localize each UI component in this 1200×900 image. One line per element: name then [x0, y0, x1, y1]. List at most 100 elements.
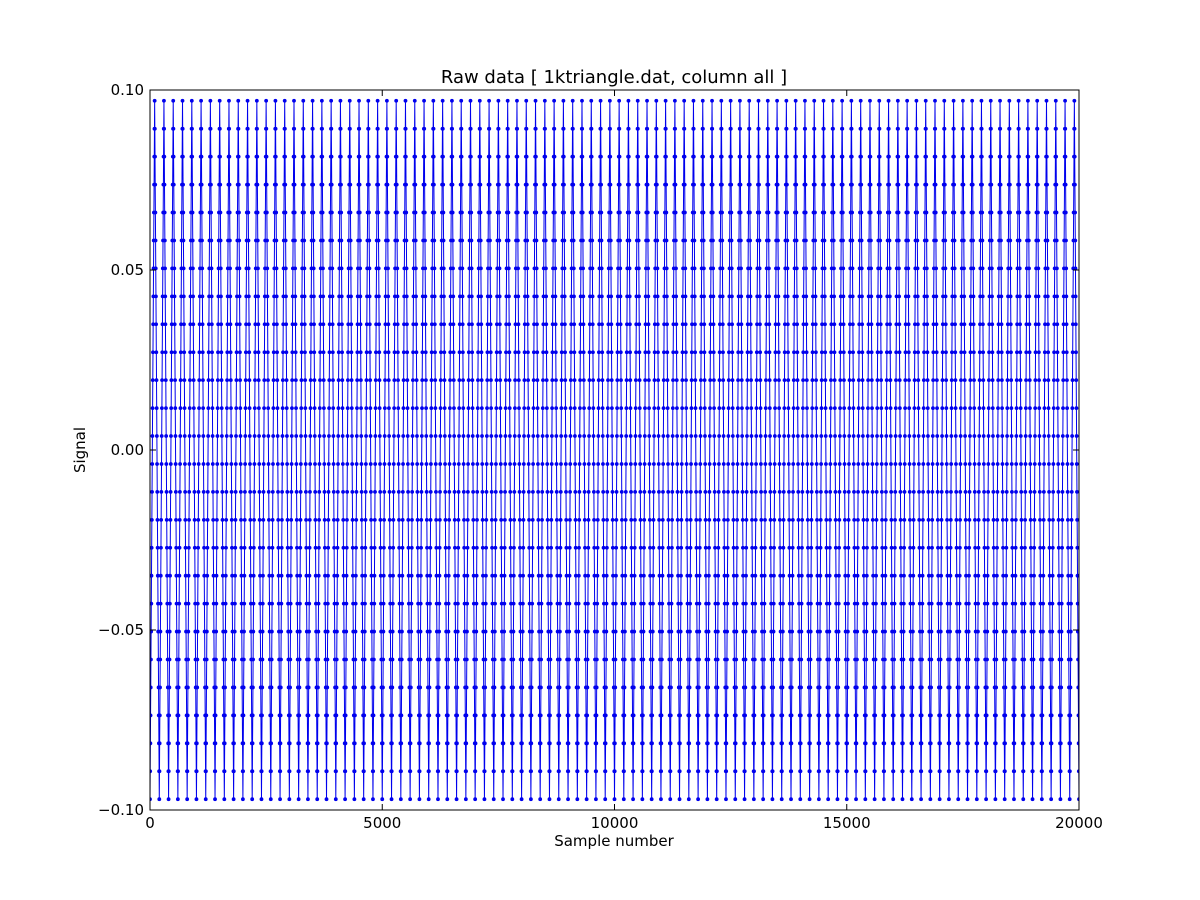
data-point	[604, 601, 609, 606]
data-point	[917, 573, 922, 578]
data-point	[495, 294, 499, 299]
data-point	[535, 434, 540, 438]
data-point	[646, 294, 651, 299]
data-point	[343, 713, 348, 718]
data-point	[338, 98, 343, 103]
data-point	[410, 517, 414, 522]
data-point	[487, 210, 492, 215]
data-point	[539, 629, 544, 634]
data-point	[150, 685, 153, 690]
data-point	[929, 629, 934, 634]
data-point	[505, 98, 510, 103]
data-point	[665, 378, 670, 383]
data-point	[627, 238, 632, 243]
data-point	[854, 769, 859, 774]
data-point	[549, 545, 554, 550]
data-point	[273, 98, 278, 103]
data-point	[660, 601, 665, 606]
data-point	[940, 350, 945, 355]
data-point	[680, 378, 685, 383]
data-point	[1069, 573, 1074, 578]
data-point	[210, 378, 215, 383]
data-point	[842, 406, 847, 410]
data-point	[710, 154, 715, 159]
data-point	[473, 741, 478, 746]
data-point	[367, 322, 372, 327]
data-point	[380, 769, 385, 774]
data-point	[195, 629, 200, 634]
data-point	[306, 769, 311, 774]
data-point	[298, 545, 303, 550]
data-point	[558, 573, 563, 578]
data-point	[646, 266, 651, 271]
data-point	[483, 657, 488, 662]
data-point	[626, 98, 631, 103]
data-point	[429, 322, 434, 327]
data-point	[581, 294, 586, 299]
data-point	[929, 657, 934, 662]
data-point	[968, 294, 973, 299]
data-point	[1045, 294, 1050, 299]
data-point	[503, 490, 507, 494]
data-point	[429, 462, 433, 466]
data-point	[759, 462, 763, 466]
data-point	[1051, 462, 1056, 466]
data-point	[868, 182, 873, 187]
data-point	[865, 545, 869, 550]
data-point	[174, 601, 179, 606]
data-point	[587, 406, 592, 410]
data-point	[935, 490, 940, 494]
data-point	[498, 462, 503, 466]
data-point	[941, 294, 945, 299]
data-point	[721, 378, 726, 383]
data-point	[349, 350, 354, 355]
data-point	[763, 434, 768, 438]
data-point	[460, 350, 465, 355]
data-point	[949, 378, 954, 383]
data-point	[440, 98, 445, 103]
data-point	[803, 126, 808, 131]
data-point	[943, 238, 948, 243]
data-point	[224, 490, 229, 494]
data-point	[628, 406, 633, 410]
data-point	[285, 462, 290, 466]
data-point	[759, 490, 763, 494]
data-point	[951, 98, 956, 103]
data-point	[735, 545, 739, 550]
data-point	[832, 350, 837, 355]
data-point	[646, 238, 650, 243]
data-point	[850, 266, 855, 271]
data-point	[938, 713, 943, 718]
data-point	[1017, 266, 1022, 271]
data-point	[151, 322, 156, 327]
data-point	[716, 545, 721, 550]
data-point	[250, 797, 255, 802]
data-point	[847, 462, 851, 466]
data-point	[937, 769, 942, 774]
data-point	[966, 713, 970, 718]
data-point	[1064, 266, 1069, 271]
data-point	[809, 545, 814, 550]
data-point	[921, 517, 925, 522]
data-point	[684, 434, 689, 438]
data-point	[868, 98, 872, 103]
data-point	[947, 741, 952, 746]
data-point	[975, 769, 979, 774]
data-point	[524, 98, 529, 103]
data-point	[947, 797, 951, 802]
data-point	[624, 350, 629, 355]
data-point	[824, 601, 829, 606]
data-point	[322, 517, 327, 522]
data-point	[777, 378, 781, 383]
data-point	[967, 517, 972, 522]
data-point	[1002, 797, 1007, 802]
data-point	[912, 406, 917, 410]
data-point	[877, 182, 882, 187]
data-point	[916, 434, 921, 438]
data-point	[645, 210, 650, 215]
data-point	[878, 238, 883, 243]
data-point	[474, 545, 479, 550]
data-point	[640, 769, 645, 774]
data-point	[790, 517, 795, 522]
data-point	[669, 629, 674, 634]
